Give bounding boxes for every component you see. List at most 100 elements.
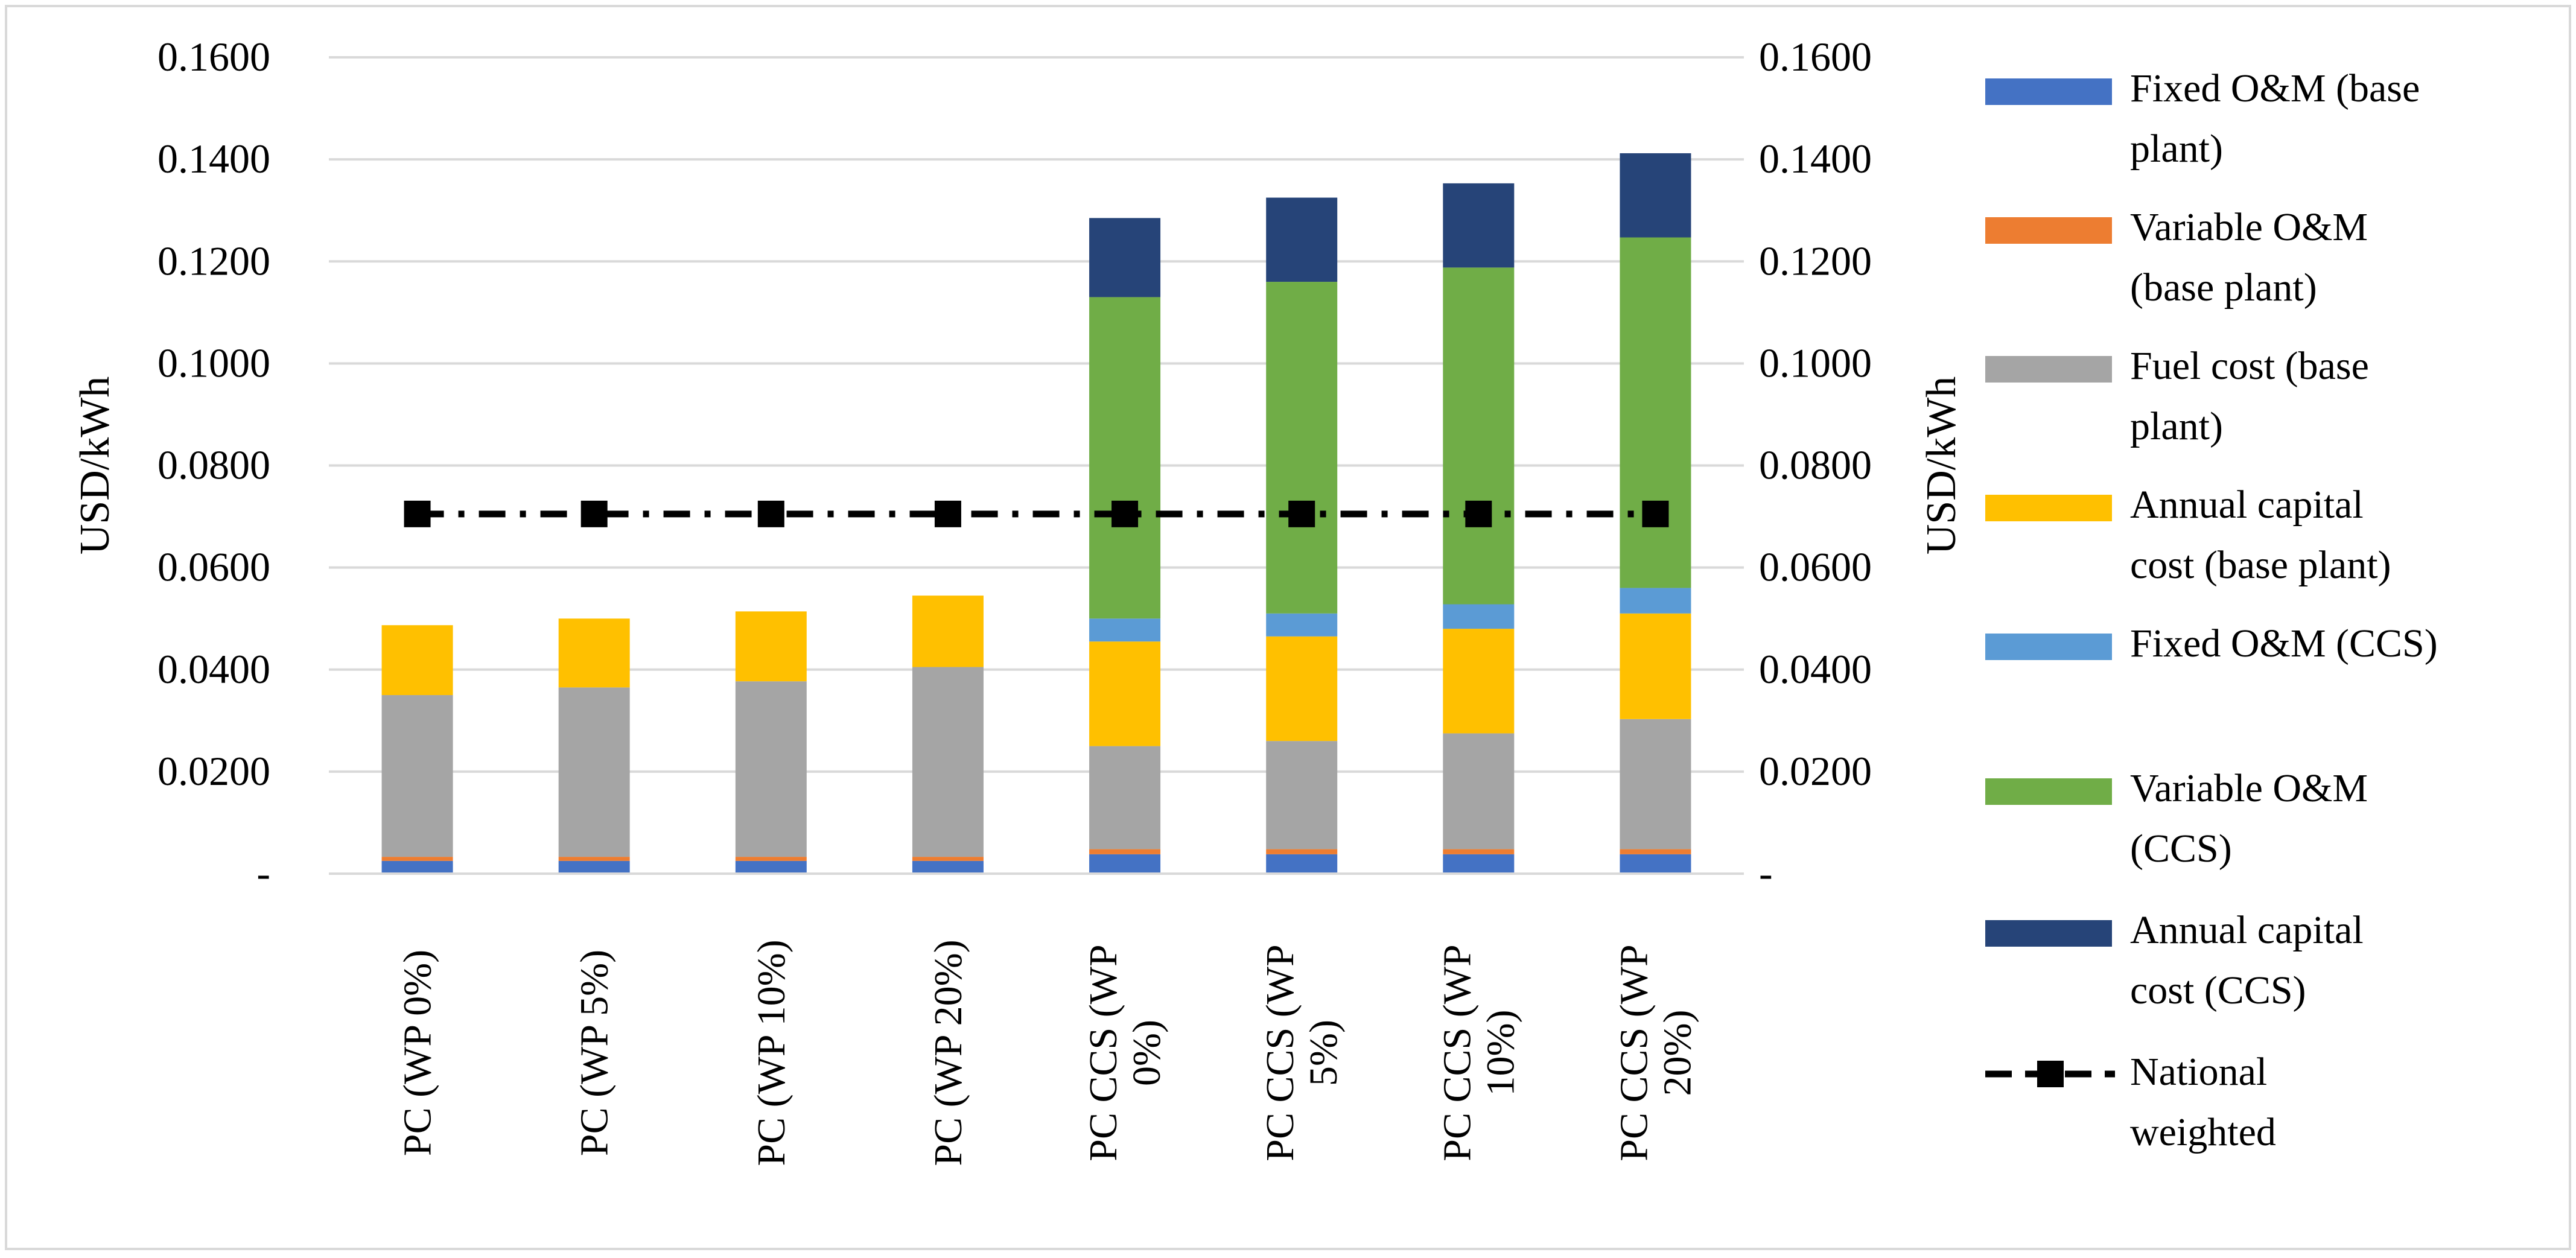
- bar-segment-6-4: [1089, 218, 1161, 297]
- legend-swatch-4: [1985, 634, 2112, 660]
- y-tick-label-left: 0.0400: [157, 646, 270, 692]
- x-category-label: PC CCS (WP: [1258, 944, 1302, 1161]
- national-weighted-marker-5: [1288, 500, 1315, 527]
- bar-segment-0-0: [381, 860, 453, 874]
- y-tick-label-left: 0.0800: [157, 442, 270, 488]
- bar-segment-2-3: [912, 667, 984, 857]
- y-tick-label-left: 0.0600: [157, 544, 270, 590]
- national-weighted-marker-2: [757, 500, 784, 527]
- x-category-label: PC (WP 20%): [926, 939, 970, 1166]
- y-tick-label-right: -: [1759, 850, 1773, 896]
- legend-label: plant): [2130, 127, 2223, 171]
- bar-segment-4-6: [1443, 604, 1515, 629]
- bar-segment-1-7: [1620, 849, 1691, 854]
- national-weighted-marker-7: [1642, 500, 1669, 527]
- bar-segment-3-0: [381, 625, 453, 696]
- legend-label: National: [2130, 1050, 2267, 1094]
- y-tick-label-right: 0.1200: [1759, 238, 1872, 284]
- y-tick-label-left: 0.0200: [157, 748, 270, 794]
- y-axis-title-left: USD/kWh: [72, 376, 118, 555]
- legend-label: Annual capital: [2130, 908, 2364, 952]
- bar-segment-0-1: [558, 860, 630, 874]
- legend-label: Variable O&M: [2130, 766, 2368, 810]
- bar-segment-3-1: [558, 618, 630, 688]
- bar-segment-5-7: [1620, 237, 1691, 588]
- x-category-label: PC CCS (WP: [1612, 944, 1656, 1161]
- legend-label: (base plant): [2130, 265, 2317, 310]
- legend-line-marker: [2037, 1061, 2064, 1087]
- y-tick-label-left: -: [256, 850, 270, 896]
- x-category-label: PC CCS (WP: [1435, 944, 1479, 1161]
- y-tick-label-right: 0.1400: [1759, 136, 1872, 182]
- bar-segment-5-4: [1089, 297, 1161, 619]
- bar-segment-3-7: [1620, 613, 1691, 719]
- y-tick-label-right: 0.0400: [1759, 646, 1872, 692]
- bar-segment-2-7: [1620, 719, 1691, 850]
- x-category-label: PC (WP 5%): [573, 950, 617, 1156]
- y-tick-label-left: 0.1600: [157, 34, 270, 80]
- x-category-label: PC (WP 10%): [749, 939, 793, 1166]
- bar-segment-6-5: [1266, 197, 1338, 282]
- legend-label: plant): [2130, 404, 2223, 448]
- bar-segment-0-4: [1089, 854, 1161, 874]
- x-category-label: 5%): [1302, 1020, 1346, 1086]
- bar-segment-3-2: [735, 611, 807, 682]
- bar-segment-0-2: [735, 860, 807, 874]
- bar-segment-2-6: [1443, 733, 1515, 850]
- national-weighted-marker-3: [934, 500, 961, 527]
- legend-swatch-0: [1985, 78, 2112, 105]
- x-category-label: 0%): [1125, 1020, 1169, 1086]
- legend-label: Fixed O&M (base: [2130, 66, 2420, 110]
- bar-segment-1-2: [735, 857, 807, 861]
- legend-label: Fixed O&M (CCS): [2130, 621, 2438, 666]
- legend-label: Annual capital: [2130, 483, 2364, 527]
- bar-segment-4-7: [1620, 588, 1691, 614]
- national-weighted-marker-4: [1111, 500, 1139, 527]
- y-axis-title-right: USD/kWh: [1918, 376, 1965, 555]
- bar-segment-1-5: [1266, 849, 1338, 854]
- y-tick-label-right: 0.0600: [1759, 544, 1872, 590]
- y-tick-label-right: 0.0800: [1759, 442, 1872, 488]
- bar-segment-3-6: [1443, 629, 1515, 734]
- legend-swatch-5: [1985, 778, 2112, 805]
- y-tick-label-left: 0.1000: [157, 340, 270, 386]
- national-weighted-marker-0: [404, 500, 431, 527]
- national-weighted-marker-1: [580, 500, 608, 527]
- legend-label: Fuel cost (base: [2130, 344, 2369, 388]
- bar-segment-1-3: [912, 857, 984, 861]
- legend-label: cost (CCS): [2130, 968, 2306, 1012]
- bars: [381, 153, 1691, 874]
- y-tick-label-right: 0.1000: [1759, 340, 1872, 386]
- y-tick-label-right: 0.1600: [1759, 34, 1872, 80]
- bar-segment-3-5: [1266, 636, 1338, 742]
- legend-swatch-1: [1985, 217, 2112, 244]
- legend-swatch-6: [1985, 920, 2112, 947]
- x-category-label: PC (WP 0%): [396, 950, 440, 1156]
- y-tick-label-left: 0.1200: [157, 238, 270, 284]
- bar-segment-1-4: [1089, 849, 1161, 854]
- bar-segment-6-7: [1620, 153, 1691, 238]
- bar-segment-2-4: [1089, 746, 1161, 850]
- bar-segment-3-3: [912, 596, 984, 667]
- bar-segment-2-5: [1266, 741, 1338, 850]
- bar-segment-2-1: [558, 687, 630, 857]
- legend: Fixed O&M (base plant) Variable O&M (base p…: [1985, 66, 2438, 1154]
- bar-segment-2-0: [381, 695, 453, 857]
- bar-segment-4-4: [1089, 618, 1161, 642]
- bar-segment-5-6: [1443, 267, 1515, 605]
- bar-segment-3-4: [1089, 641, 1161, 746]
- legend-label: weighted: [2130, 1110, 2276, 1154]
- legend-swatch-2: [1985, 356, 2112, 383]
- bar-segment-2-2: [735, 681, 807, 857]
- bar-segment-0-6: [1443, 854, 1515, 874]
- bar-segment-4-5: [1266, 613, 1338, 637]
- national-weighted-marker-6: [1465, 500, 1492, 527]
- bar-segment-1-1: [558, 857, 630, 861]
- bar-segment-5-5: [1266, 282, 1338, 614]
- bar-segment-0-3: [912, 860, 984, 874]
- national-weighted-line: [404, 500, 1669, 527]
- axes: - - 0.0200 0.0200 0.0400 0.0400 0.0600 0.0600 0.…: [72, 34, 1965, 1166]
- bar-segment-1-0: [381, 857, 453, 861]
